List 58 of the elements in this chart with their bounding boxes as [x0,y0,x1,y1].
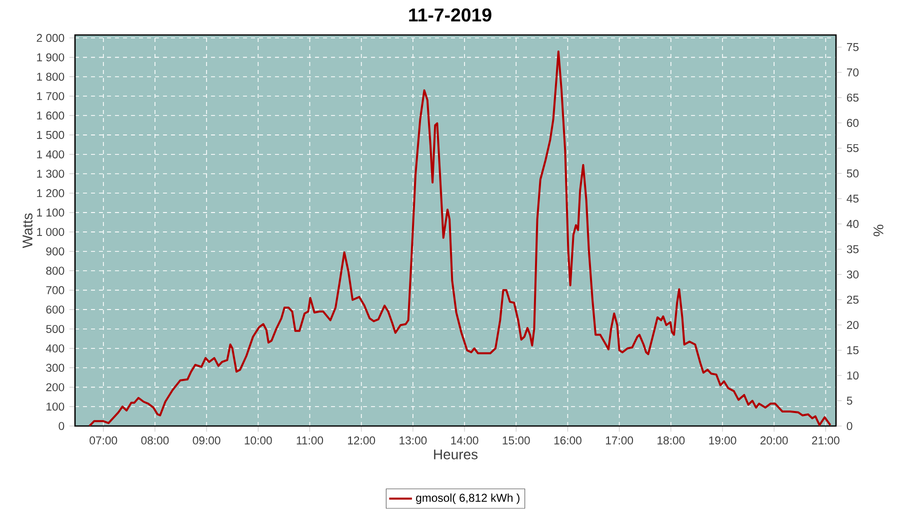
y-tick-label: 1 500 [37,131,64,140]
y-tick-label: 1 400 [37,150,64,159]
y-tick-label: 1 000 [37,228,64,236]
y2-tick-label: 60 [847,119,859,128]
y2-tick-label: 65 [847,94,859,102]
y-tick-label: 1 900 [37,53,64,62]
y-tick-label: 600 [46,306,64,314]
y-tick-label: 200 [46,383,64,392]
line-series [88,50,832,426]
y2-tick-label: 70 [847,68,859,77]
y-tick-label: 0 [58,422,64,430]
y2-tick-label: 45 [846,194,859,203]
y2-tick-label: 5 [846,396,852,405]
y-tick-label: 700 [46,286,64,294]
y-tick-label: 1 200 [37,189,64,198]
x-tick-label: 10:00 [244,436,272,445]
y2-tick-label: 25 [846,296,859,304]
x-tick-label: 21:00 [812,436,840,445]
x-tick-label: 15:00 [502,436,530,445]
y-tick-label: 2 000 [36,34,64,42]
y-tick-label: 100 [46,402,64,411]
x-tick-label: 17:00 [606,436,634,445]
x-tick-label: 13:00 [400,436,427,445]
y-tick-label: 1 800 [37,72,64,81]
y-tick-label: 1 600 [37,112,64,120]
y2-tick-label: 35 [846,245,859,254]
y-tick-label: 800 [46,266,64,275]
y-tick-label: 500 [46,325,64,334]
x-tick-label: 14:00 [451,436,478,445]
y2-axis-title: % [874,224,884,236]
chart-title: 11-7-2019 [409,8,492,22]
y2-tick-label: 10 [847,372,859,380]
y2-tick-label: 30 [846,270,859,279]
y2-tick-label: 15 [847,346,859,354]
x-axis-title: Heures [434,450,478,460]
x-tick-label: 16:00 [554,436,582,445]
y2-tick-label: 40 [846,220,859,228]
y-tick-label: 900 [46,248,64,256]
y2-tick-label: 20 [846,321,859,330]
x-tick-label: 12:00 [348,436,376,445]
x-tick-label: 18:00 [658,436,685,445]
y2-tick-label: 55 [846,144,859,152]
y2-tick-label: 0 [846,422,852,430]
x-tick-label: 08:00 [141,436,169,445]
x-tick-label: 19:00 [709,436,736,445]
y-tick-label: 400 [46,344,64,353]
y-axis-title: Watts [22,214,32,248]
x-tick-label: 09:00 [192,436,220,445]
x-tick-label: 11:00 [296,436,324,445]
legend-label: gmosol( 6,812 kWh ) [416,494,520,504]
x-tick-label: 20:00 [760,436,788,445]
y-tick-label: 300 [46,364,64,372]
x-tick-label: 07:00 [90,436,118,445]
y-tick-label: 1 100 [37,208,64,217]
y-tick-label: 1 700 [37,92,64,100]
y2-tick-label: 75 [847,43,859,52]
y2-tick-label: 50 [846,170,859,178]
y-tick-label: 1 300 [37,170,64,178]
